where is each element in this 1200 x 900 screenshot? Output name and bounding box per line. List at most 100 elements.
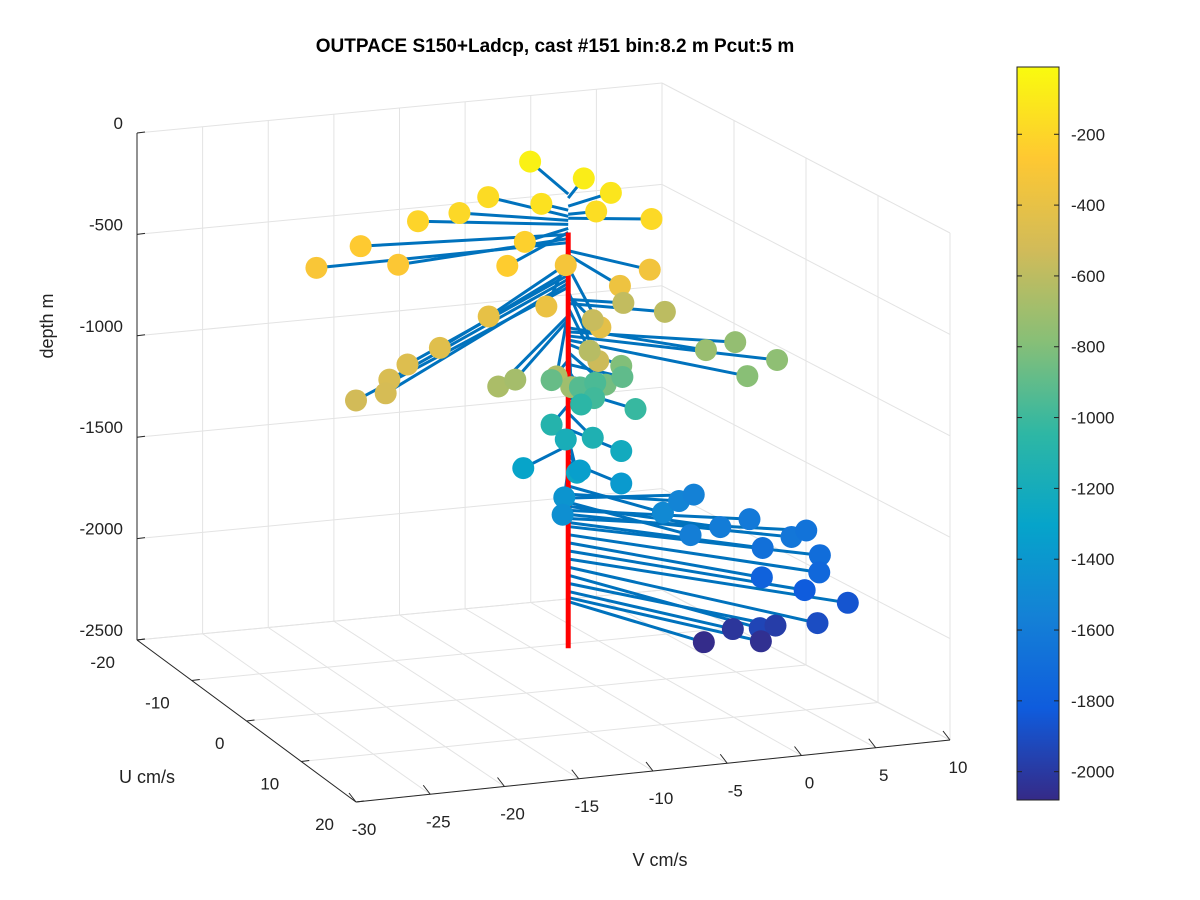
data-point bbox=[612, 291, 635, 314]
data-point bbox=[407, 210, 430, 233]
data-point bbox=[305, 256, 328, 279]
velocity-vector bbox=[388, 277, 569, 381]
data-point bbox=[679, 524, 702, 547]
data-point bbox=[709, 516, 732, 539]
data-point bbox=[795, 519, 818, 542]
z-tick-mark bbox=[136, 131, 146, 134]
y-tick-mark bbox=[301, 760, 310, 762]
x-tick-label: -5 bbox=[728, 781, 743, 800]
x-tick-mark bbox=[571, 769, 580, 780]
y-tick-label: 0 bbox=[215, 734, 224, 753]
colorbar-tick-label: -800 bbox=[1071, 338, 1105, 357]
y-axis-label: U cm/s bbox=[119, 767, 175, 787]
grid-line-back-z bbox=[136, 285, 663, 337]
data-point bbox=[751, 537, 774, 560]
velocity-vector bbox=[568, 334, 778, 362]
data-point bbox=[750, 566, 773, 589]
data-point bbox=[554, 254, 577, 277]
velocity-vector bbox=[567, 589, 734, 631]
x-tick-mark bbox=[645, 761, 654, 772]
data-point bbox=[553, 486, 576, 509]
x-tick-mark bbox=[868, 738, 877, 749]
z-tick-label: 0 bbox=[114, 114, 123, 133]
data-point bbox=[568, 459, 591, 482]
velocity-vector bbox=[487, 261, 570, 318]
data-point bbox=[682, 483, 705, 506]
data-point bbox=[651, 501, 674, 524]
data-point bbox=[638, 258, 661, 281]
data-point bbox=[578, 339, 601, 362]
data-point bbox=[551, 503, 574, 526]
x-tick-mark bbox=[942, 730, 951, 741]
colorbar-gradient bbox=[1016, 66, 1060, 801]
velocity-vector bbox=[417, 219, 569, 226]
grid-line-back-z bbox=[136, 82, 663, 134]
velocity-vector bbox=[567, 249, 651, 272]
data-point bbox=[694, 339, 717, 362]
colorbar: -200 -400 -600 -800 -1000 -1200 -1400 -1600 -180… bbox=[1016, 66, 1114, 801]
y-tick-label: -10 bbox=[145, 694, 170, 713]
colorbar-ticks: -200 -400 -600 -800 -1000 -1200 -1400 -1600 -180… bbox=[1017, 125, 1114, 782]
data-point bbox=[496, 254, 519, 277]
z-tick-label: -2000 bbox=[80, 520, 123, 539]
data-point bbox=[570, 393, 593, 416]
velocity-vector bbox=[459, 211, 569, 222]
data-point bbox=[572, 167, 595, 190]
data-point bbox=[477, 305, 500, 328]
x-tick-label: -10 bbox=[649, 789, 674, 808]
velocity-vector bbox=[567, 565, 818, 625]
x-tick-label: -25 bbox=[426, 812, 451, 831]
grid-line-side-z bbox=[661, 488, 951, 640]
data-point bbox=[806, 612, 829, 635]
data-point bbox=[653, 300, 676, 323]
y-tick-label: -20 bbox=[90, 653, 115, 672]
colorbar-tick-label: -200 bbox=[1071, 125, 1105, 144]
z-tick-mark bbox=[136, 334, 146, 337]
velocity-vector bbox=[567, 484, 664, 515]
velocity-vector bbox=[568, 516, 807, 532]
z-tick-label: -1500 bbox=[80, 418, 123, 437]
y-tick-mark bbox=[355, 800, 365, 803]
colorbar-tick-label: -1200 bbox=[1071, 479, 1114, 498]
z-tick-label: -1000 bbox=[80, 317, 123, 336]
grid-line-side-z bbox=[661, 386, 951, 538]
data-point bbox=[624, 398, 647, 421]
grid-line-side-z bbox=[661, 183, 951, 335]
velocity-vector bbox=[506, 231, 569, 268]
z-tick-mark bbox=[136, 537, 146, 540]
z-axis-label: depth m bbox=[37, 293, 57, 358]
data-point bbox=[581, 309, 604, 332]
data-point bbox=[585, 200, 608, 223]
y-tick-mark bbox=[246, 719, 255, 722]
z-tick-mark bbox=[136, 638, 146, 641]
data-point bbox=[512, 457, 535, 480]
x-tick-mark bbox=[422, 784, 431, 795]
colorbar-tick-label: -1800 bbox=[1071, 692, 1114, 711]
velocity-vector bbox=[567, 533, 820, 574]
data-point bbox=[640, 207, 663, 230]
velocity-vector bbox=[567, 581, 776, 628]
velocity-vector bbox=[487, 195, 569, 218]
data-point bbox=[749, 630, 772, 653]
z-axis-ticks: 0 -500 -1000 -1500 -2000 -2500 bbox=[80, 114, 146, 641]
grid-line-floor-u bbox=[191, 627, 735, 681]
data-point bbox=[766, 348, 789, 371]
axis-lines bbox=[136, 133, 951, 803]
data-point bbox=[519, 150, 542, 173]
z-tick-label: -500 bbox=[89, 215, 123, 234]
data-point bbox=[540, 369, 563, 392]
data-point bbox=[611, 365, 634, 388]
data-point bbox=[736, 365, 759, 388]
data-point bbox=[530, 192, 553, 215]
x-axis-ticks: -30 -25 -20 -15 -10 -5 0 5 10 bbox=[348, 730, 967, 839]
colorbar-tick-label: -1600 bbox=[1071, 621, 1114, 640]
data-point bbox=[836, 591, 859, 614]
y-axis-ticks: -20 -10 0 10 20 bbox=[90, 638, 365, 834]
colorbar-tick-label: -400 bbox=[1071, 196, 1105, 215]
grid-line-side-z bbox=[661, 285, 951, 437]
grid-line-floor-u bbox=[301, 702, 879, 762]
data-point bbox=[374, 382, 397, 405]
data-point bbox=[387, 253, 410, 276]
colorbar-tick-label: -1000 bbox=[1071, 409, 1114, 428]
